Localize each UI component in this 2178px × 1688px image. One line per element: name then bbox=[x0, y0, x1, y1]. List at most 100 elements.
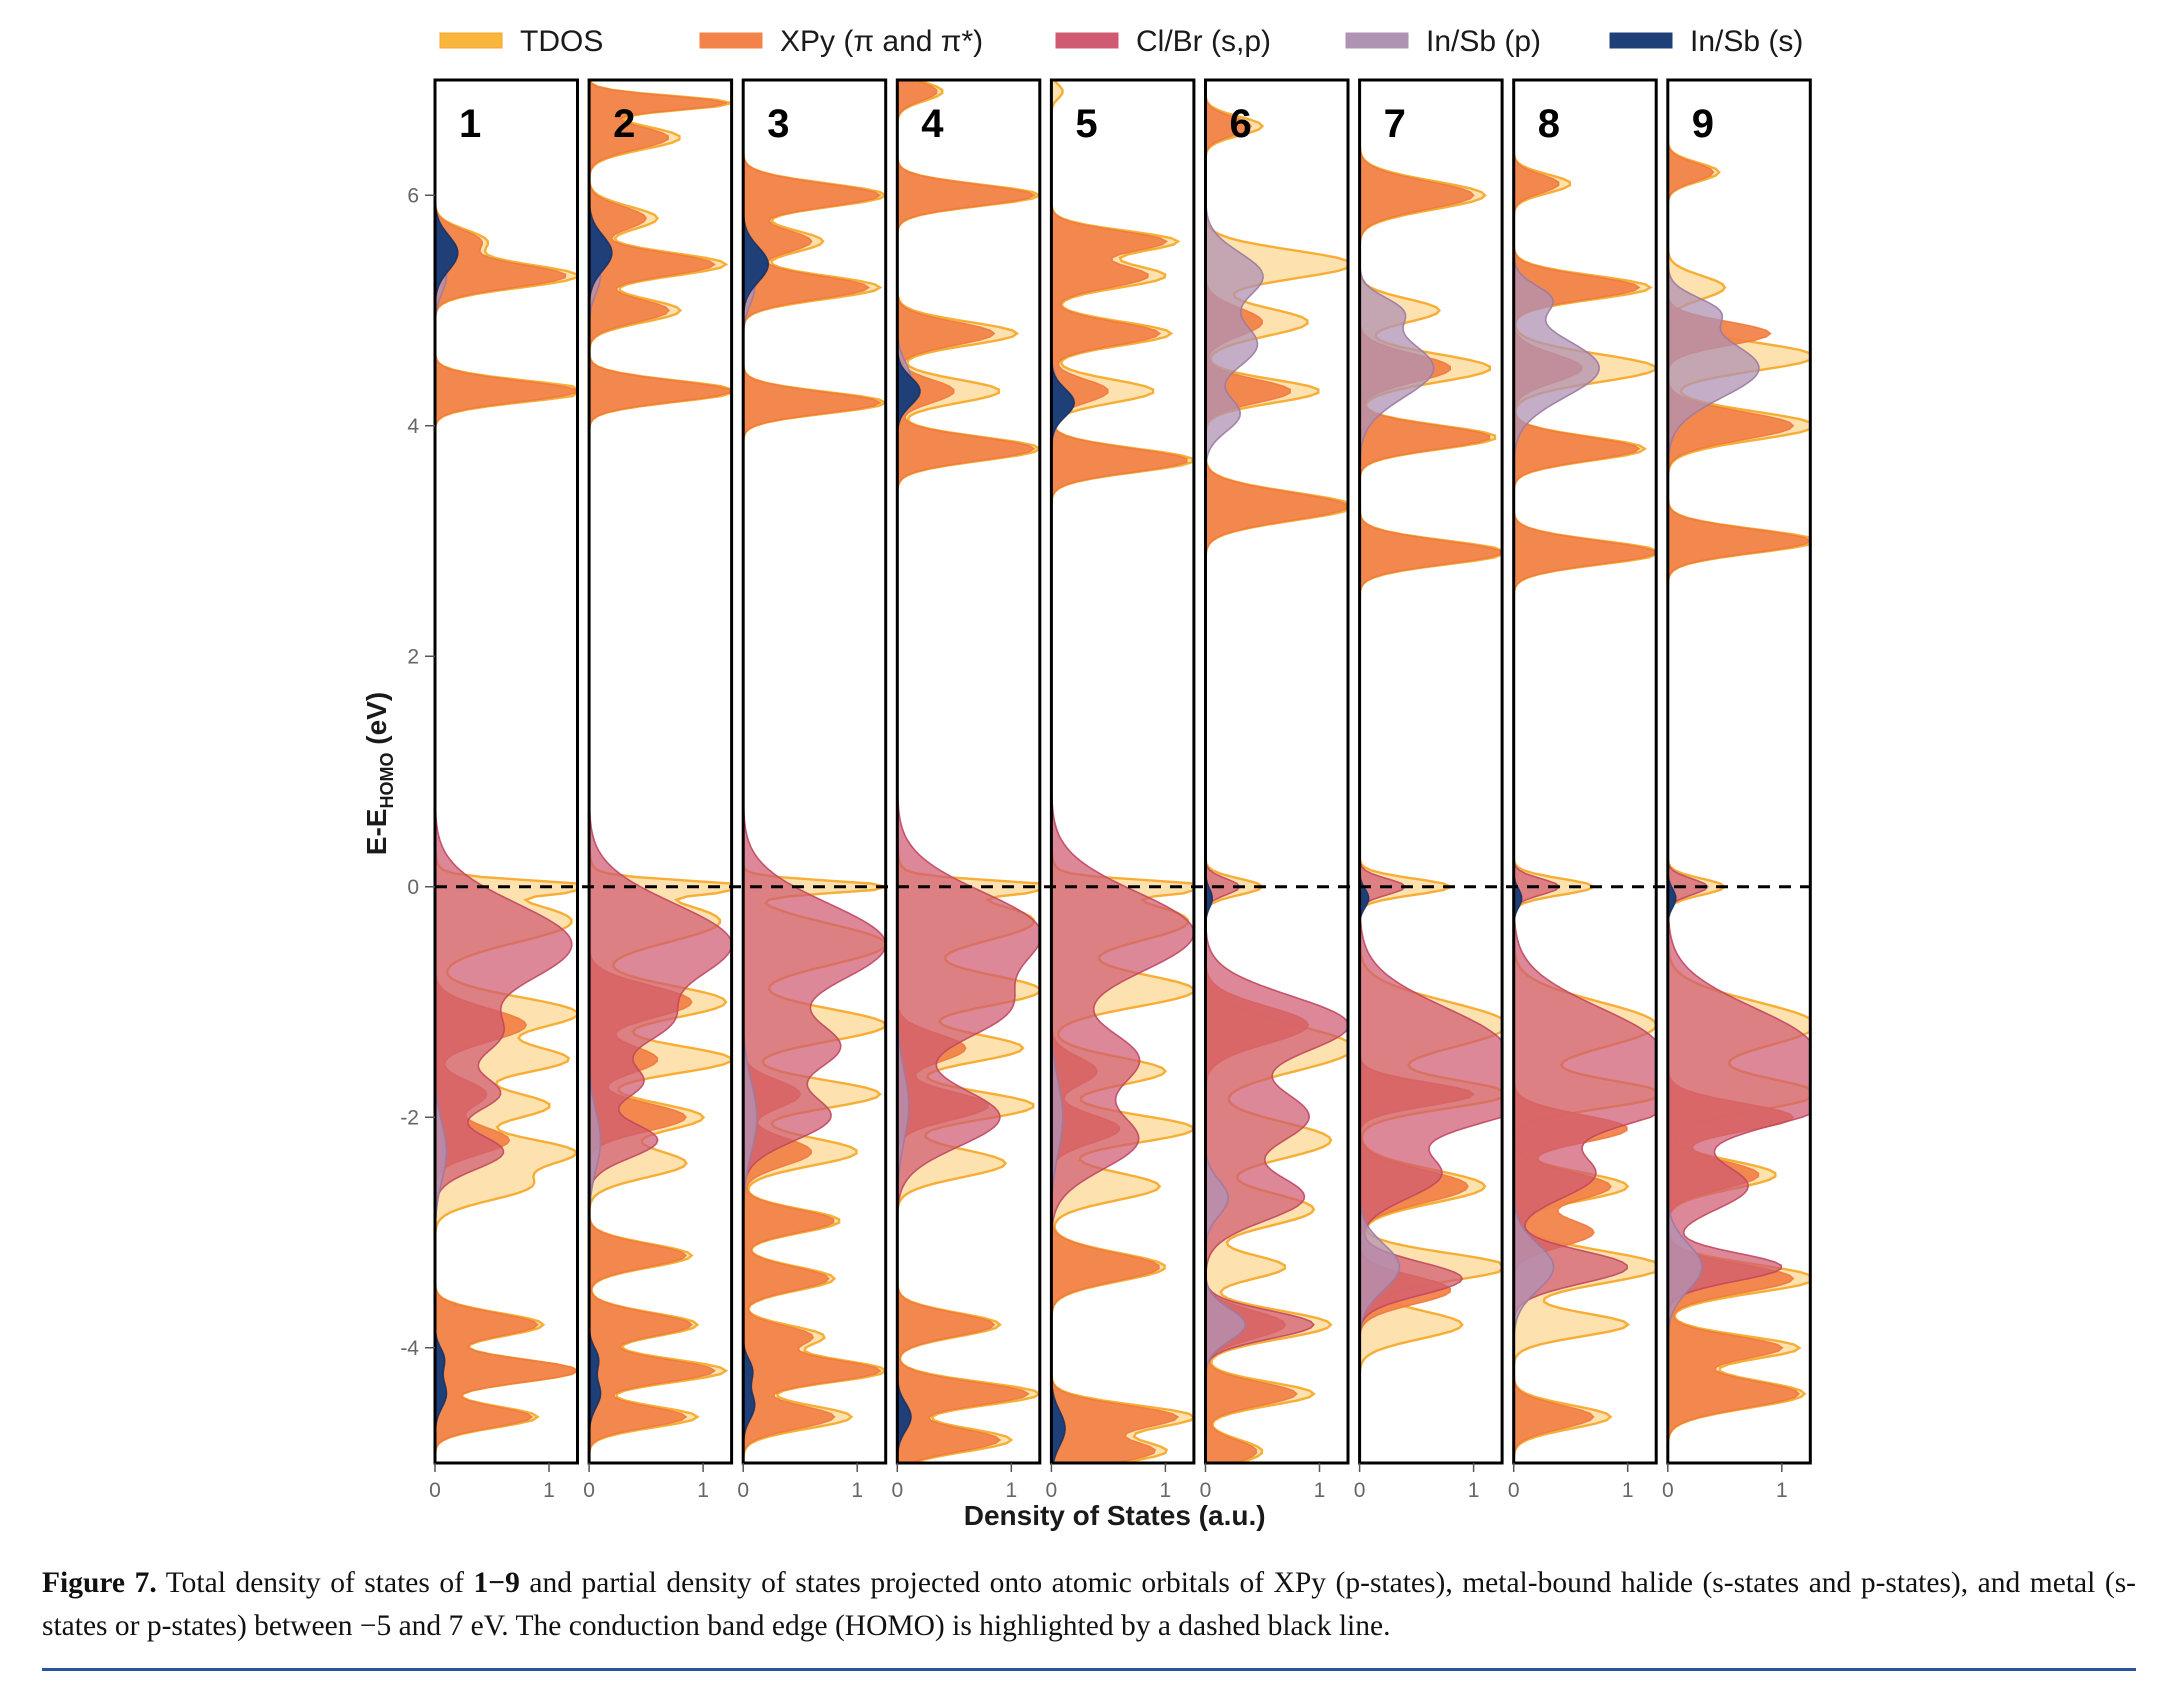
caption-part2: and partial density of states projected … bbox=[42, 1567, 2136, 1642]
x-tick-label: 1 bbox=[1160, 1479, 1172, 1502]
dos-figure: TDOS XPy (π and π*) Cl/Br (s,p) In/Sb (p) In… bbox=[361, 25, 1812, 1531]
dos-line-xpy-6 bbox=[1205, 80, 1348, 1463]
x-tick-label: 1 bbox=[1005, 1479, 1017, 1502]
dos-line-ms-4 bbox=[897, 80, 921, 1463]
panel-number: 2 bbox=[613, 102, 635, 146]
caption-part1: Total density of states of bbox=[156, 1567, 474, 1599]
panel-curves-3 bbox=[743, 80, 886, 1463]
panel-number: 6 bbox=[1230, 102, 1252, 146]
dos-line-hal-6 bbox=[1205, 80, 1348, 1463]
panel-frame-5 bbox=[1049, 78, 1196, 1465]
y-axis-label-sub: HOMO bbox=[377, 753, 397, 809]
panel-number: 1 bbox=[459, 102, 481, 146]
legend-label-xpy: XPy (π and π*) bbox=[780, 25, 983, 58]
dos-area-ms-4 bbox=[897, 80, 920, 1463]
panel-frame-8 bbox=[1512, 78, 1658, 1465]
y-tick-label: 2 bbox=[407, 645, 419, 668]
legend-label-hal: Cl/Br (s,p) bbox=[1136, 25, 1271, 58]
dos-area-mp-7 bbox=[1359, 80, 1434, 1463]
x-tick-label: 0 bbox=[583, 1479, 595, 1502]
legend-swatch-hal bbox=[1055, 32, 1119, 49]
panel-frame-4 bbox=[895, 78, 1042, 1465]
y-tick-label: -4 bbox=[400, 1337, 419, 1360]
x-tick-label: 0 bbox=[737, 1479, 749, 1502]
x-tick-label: 0 bbox=[1200, 1479, 1212, 1502]
dos-area-hal-4 bbox=[897, 80, 1040, 1463]
dos-area-xpy-2 bbox=[589, 80, 730, 1463]
panel-1: 1 bbox=[433, 78, 579, 1465]
dos-line-mp-9 bbox=[1667, 80, 1760, 1463]
panel-curves-5 bbox=[1051, 80, 1194, 1463]
x-tick-label: 0 bbox=[1508, 1479, 1520, 1502]
panel-curves-4 bbox=[897, 80, 1040, 1463]
caption-label: Figure 7. bbox=[42, 1567, 157, 1599]
panel-frame-7 bbox=[1358, 78, 1504, 1465]
axes: 0 1 0 1 0 1 0 1 0 1 0 1 0 1 0 1 0 1 -4 -2 0 2 4 6 E-EHOMO (eV) De… bbox=[361, 184, 1811, 1531]
dos-line-xpy-5 bbox=[1051, 80, 1188, 1463]
dos-area-xpy-4 bbox=[897, 80, 1035, 1463]
dos-area-hal-7 bbox=[1359, 80, 1503, 1463]
panel-number: 4 bbox=[921, 102, 944, 146]
panel-frame-1 bbox=[433, 78, 579, 1465]
panel-9: 9 bbox=[1666, 78, 1812, 1465]
y-tick-label: 4 bbox=[407, 415, 419, 438]
x-tick-label: 0 bbox=[891, 1479, 903, 1502]
panel-7: 7 bbox=[1358, 78, 1504, 1465]
figure-caption: Figure 7. Total density of states of 1−9… bbox=[42, 1562, 2136, 1648]
dos-line-tdos-4 bbox=[897, 80, 1040, 1463]
dos-line-mp-6 bbox=[1205, 80, 1264, 1463]
panel-number: 3 bbox=[767, 102, 789, 146]
dos-line-xpy-3 bbox=[743, 80, 882, 1463]
panel-8: 8 bbox=[1512, 78, 1658, 1465]
panel-curves-2 bbox=[589, 80, 732, 1463]
dos-area-hal-8 bbox=[1513, 80, 1657, 1463]
caption-rule bbox=[42, 1668, 2136, 1671]
dos-area-mp-9 bbox=[1667, 80, 1759, 1463]
panel-curves-6 bbox=[1205, 80, 1348, 1463]
dos-line-xpy-4 bbox=[897, 80, 1036, 1463]
panel-curves-9 bbox=[1667, 80, 1811, 1463]
panel-4: 4 bbox=[895, 78, 1042, 1465]
dos-area-xpy-1 bbox=[435, 80, 578, 1463]
dos-area-hal-6 bbox=[1205, 80, 1348, 1463]
legend-swatch-mp bbox=[1345, 32, 1409, 49]
legend-label-ms: In/Sb (s) bbox=[1690, 25, 1803, 58]
dos-area-hal-1 bbox=[435, 80, 572, 1463]
dos-line-hal-9 bbox=[1667, 80, 1811, 1463]
dos-area-mp-1 bbox=[435, 80, 447, 1463]
panels: 1 2 3 4 5 6 7 8 9 bbox=[433, 78, 1812, 1465]
x-tick-label: 0 bbox=[1046, 1479, 1058, 1502]
legend: TDOS XPy (π and π*) Cl/Br (s,p) In/Sb (p) In… bbox=[439, 25, 1803, 58]
x-tick-label: 1 bbox=[851, 1479, 863, 1502]
panel-2: 2 bbox=[587, 78, 734, 1465]
legend-label-mp: In/Sb (p) bbox=[1426, 25, 1541, 58]
panel-frame-6 bbox=[1204, 78, 1350, 1465]
panel-5: 5 bbox=[1049, 78, 1196, 1465]
x-tick-label: 0 bbox=[1354, 1479, 1366, 1502]
dos-area-mp-4 bbox=[897, 80, 911, 1463]
y-tick-label: -2 bbox=[400, 1106, 419, 1129]
panel-3: 3 bbox=[741, 78, 888, 1465]
x-tick-label: 0 bbox=[429, 1479, 441, 1502]
legend-swatch-tdos bbox=[439, 32, 503, 49]
dos-area-hal-3 bbox=[743, 80, 886, 1463]
dos-area-mp-2 bbox=[589, 80, 601, 1463]
x-tick-label: 1 bbox=[1622, 1479, 1634, 1502]
legend-swatch-xpy bbox=[699, 32, 763, 49]
y-tick-label: 0 bbox=[407, 876, 419, 899]
dos-area-hal-5 bbox=[1051, 80, 1194, 1463]
panel-6: 6 bbox=[1204, 78, 1350, 1465]
legend-label-tdos: TDOS bbox=[520, 25, 603, 58]
y-axis-label-unit: (eV) bbox=[361, 692, 392, 753]
panel-frame-9 bbox=[1666, 78, 1812, 1465]
dos-area-hal-9 bbox=[1667, 80, 1811, 1463]
dos-area-xpy-3 bbox=[743, 80, 881, 1463]
dos-area-mp-8 bbox=[1513, 80, 1600, 1463]
x-tick-label: 0 bbox=[1662, 1479, 1674, 1502]
panel-frame-3 bbox=[741, 78, 888, 1465]
dos-line-tdos-6 bbox=[1205, 80, 1348, 1463]
dos-area-tdos-4 bbox=[897, 80, 1040, 1463]
panel-number: 5 bbox=[1075, 102, 1097, 146]
x-tick-label: 1 bbox=[697, 1479, 709, 1502]
caption-range: 1−9 bbox=[473, 1567, 520, 1599]
